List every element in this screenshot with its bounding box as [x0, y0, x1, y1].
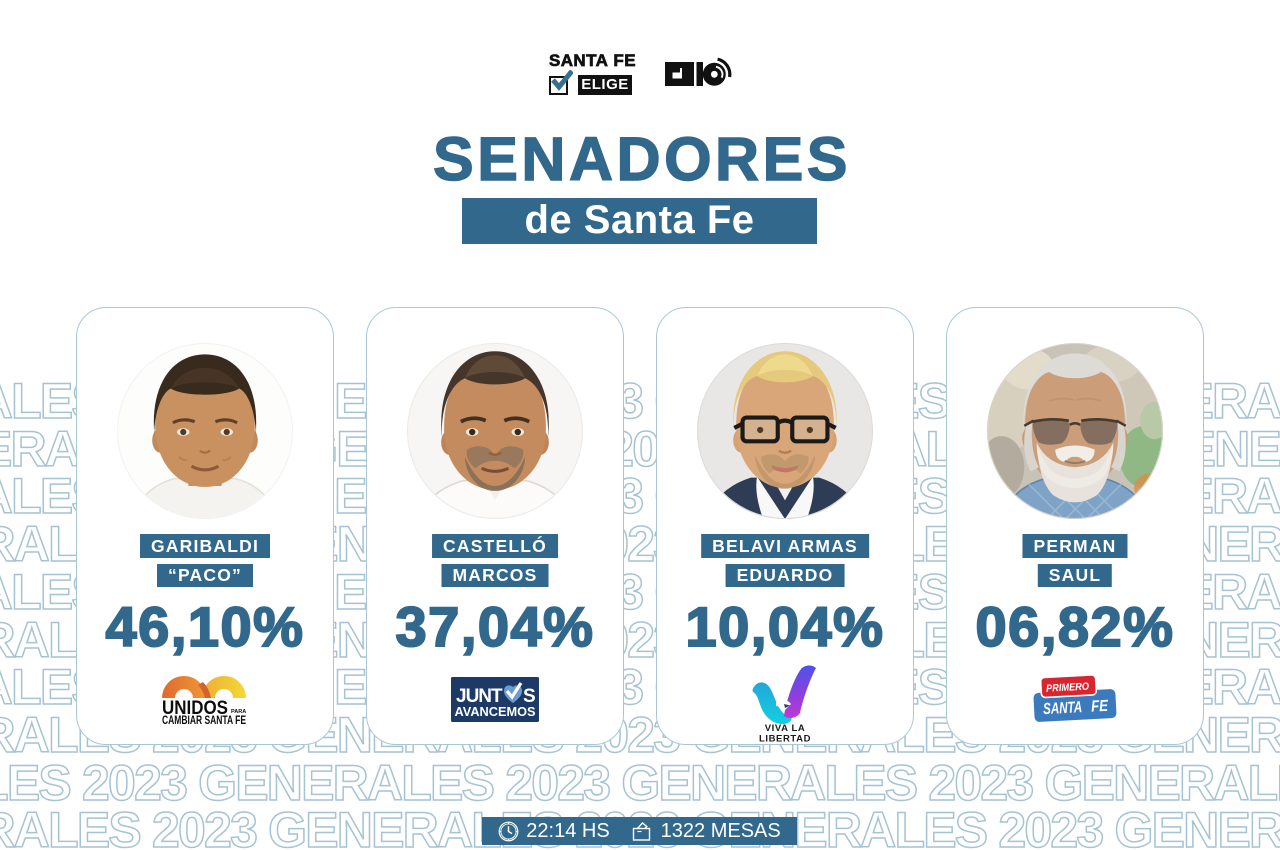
svg-text:FE: FE: [1091, 698, 1110, 716]
svg-text:VIVA LA: VIVA LA: [765, 723, 806, 734]
svg-text:UNIDOS: UNIDOS: [162, 698, 228, 719]
svg-text:AVANCEMOS: AVANCEMOS: [455, 704, 536, 719]
svg-text:SANTA: SANTA: [1043, 699, 1083, 718]
svg-text:PARA: PARA: [231, 709, 246, 715]
svg-text:LIBERTAD: LIBERTAD: [759, 734, 811, 745]
svg-text:PRIMERO: PRIMERO: [1046, 681, 1090, 695]
svg-text:CAMBIAR SANTA FE: CAMBIAR SANTA FE: [162, 713, 246, 724]
svg-text:S: S: [523, 686, 536, 707]
svg-text:JUNT: JUNT: [456, 686, 503, 707]
